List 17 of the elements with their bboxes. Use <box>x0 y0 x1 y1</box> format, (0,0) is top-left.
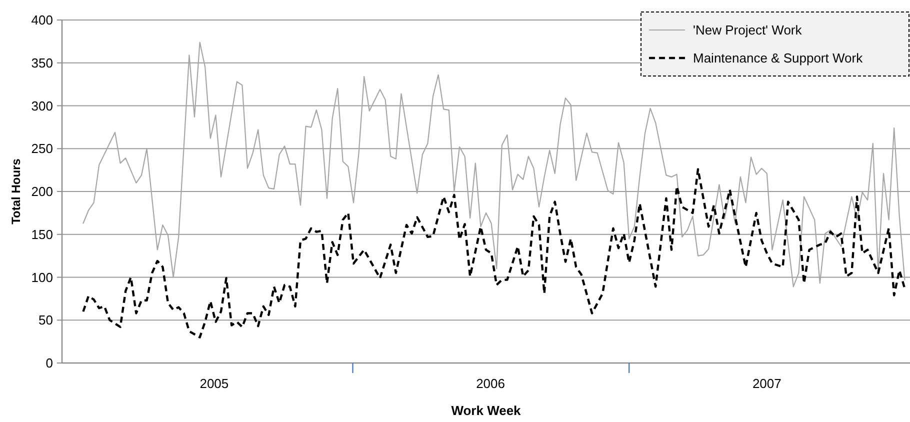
line-series <box>82 168 906 338</box>
y-tick-label: 400 <box>31 12 53 28</box>
y-tick-label: 0 <box>46 356 53 371</box>
x-axis-title: Work Week <box>451 403 522 418</box>
y-tick-label: 250 <box>31 141 53 156</box>
y-tick-label: 350 <box>31 55 53 70</box>
y-tick-label: 50 <box>38 312 53 328</box>
x-tick-label: 2005 <box>200 376 229 391</box>
y-tick-label: 150 <box>31 226 53 242</box>
y-tick-label: 100 <box>31 270 53 285</box>
y-tick-label: 300 <box>31 98 53 114</box>
y-axis-title: Total Hours <box>9 158 23 224</box>
x-tick-label: 2007 <box>752 376 782 391</box>
y-tick-label: 200 <box>31 184 53 200</box>
legend-label: 'New Project' Work <box>693 22 802 38</box>
legend-label: Maintenance & Support Work <box>693 50 864 66</box>
x-tick-label: 2006 <box>476 376 506 391</box>
